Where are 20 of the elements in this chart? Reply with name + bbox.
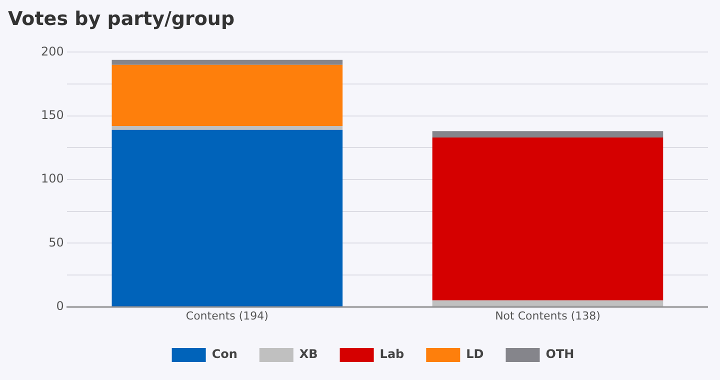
bar bbox=[112, 130, 343, 306]
bar bbox=[432, 137, 664, 300]
legend-label: Con bbox=[212, 347, 238, 362]
x-tick-label: Not Contents (138) bbox=[495, 309, 600, 322]
y-tick-label: 100 bbox=[41, 172, 64, 186]
legend-label: LD bbox=[466, 347, 484, 362]
bar bbox=[112, 126, 343, 130]
y-tick-label: 150 bbox=[41, 108, 64, 122]
legend-label: XB bbox=[299, 347, 318, 362]
y-tick-label: 0 bbox=[56, 298, 64, 313]
bar bbox=[112, 64, 343, 126]
legend-label: OTH bbox=[546, 347, 574, 362]
y-tick-label: 200 bbox=[41, 44, 64, 58]
bar bbox=[432, 300, 664, 306]
legend-label: Lab bbox=[380, 347, 405, 362]
y-tick-label: 50 bbox=[48, 235, 64, 250]
bar bbox=[432, 131, 664, 138]
chart-title: Votes by party/group bbox=[8, 8, 236, 32]
x-tick-label: Contents (194) bbox=[186, 309, 268, 322]
bar bbox=[112, 60, 343, 65]
